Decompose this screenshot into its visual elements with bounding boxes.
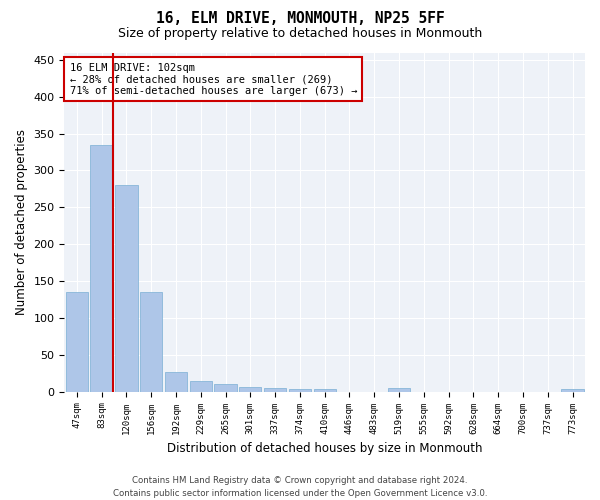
Bar xyxy=(115,185,137,392)
Text: 16 ELM DRIVE: 102sqm
← 28% of detached houses are smaller (269)
71% of semi-deta: 16 ELM DRIVE: 102sqm ← 28% of detached h… xyxy=(70,62,357,96)
Bar xyxy=(388,388,410,392)
Y-axis label: Number of detached properties: Number of detached properties xyxy=(15,129,28,315)
Bar xyxy=(190,380,212,392)
Bar xyxy=(314,388,336,392)
Text: 16, ELM DRIVE, MONMOUTH, NP25 5FF: 16, ELM DRIVE, MONMOUTH, NP25 5FF xyxy=(155,11,445,26)
Text: Size of property relative to detached houses in Monmouth: Size of property relative to detached ho… xyxy=(118,28,482,40)
Bar xyxy=(289,388,311,392)
Bar xyxy=(165,372,187,392)
Bar xyxy=(239,386,262,392)
Bar xyxy=(264,388,286,392)
X-axis label: Distribution of detached houses by size in Monmouth: Distribution of detached houses by size … xyxy=(167,442,482,455)
Bar xyxy=(91,144,113,392)
Bar xyxy=(65,292,88,392)
Bar xyxy=(214,384,236,392)
Bar xyxy=(562,388,584,392)
Text: Contains HM Land Registry data © Crown copyright and database right 2024.
Contai: Contains HM Land Registry data © Crown c… xyxy=(113,476,487,498)
Bar xyxy=(140,292,163,392)
